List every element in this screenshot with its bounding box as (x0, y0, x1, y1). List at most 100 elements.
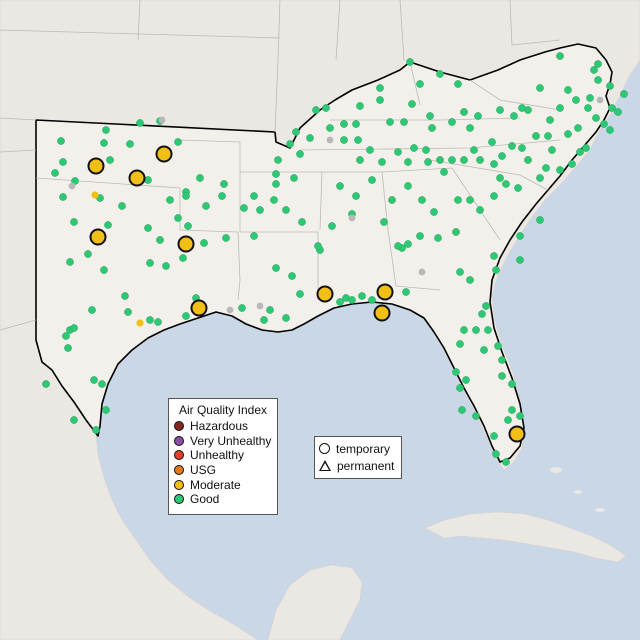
good-site-marker (202, 202, 210, 210)
moderate-temporary-site-marker (89, 228, 107, 246)
legend-label: Unhealthy (190, 448, 245, 463)
good-site-marker (418, 196, 426, 204)
good-site-marker (352, 192, 360, 200)
good-site-marker (126, 140, 134, 148)
good-site-marker (378, 158, 386, 166)
good-site-marker (296, 290, 304, 298)
good-site-marker (394, 242, 402, 250)
good-site-marker (448, 156, 456, 164)
good-site-marker (154, 318, 162, 326)
good-site-marker (162, 262, 170, 270)
good-site-marker (582, 144, 590, 152)
good-site-marker (240, 204, 248, 212)
no-data-site-marker (158, 116, 166, 124)
good-site-marker (166, 196, 174, 204)
good-site-marker (452, 228, 460, 236)
good-site-marker (474, 112, 482, 120)
moderate-temporary-site-marker (376, 283, 394, 301)
good-site-marker (484, 326, 492, 334)
good-site-marker (218, 192, 226, 200)
moderate-temporary-site-marker (316, 285, 334, 303)
good-site-marker (502, 180, 510, 188)
no-data-site-marker (68, 182, 76, 190)
good-site-marker (51, 169, 59, 177)
good-site-marker (594, 76, 602, 84)
land-island (574, 490, 582, 494)
good-site-marker (542, 164, 550, 172)
good-site-marker (256, 206, 264, 214)
good-site-marker (358, 292, 366, 300)
good-site-marker (456, 384, 464, 392)
circle-icon (319, 443, 330, 454)
good-site-marker (282, 314, 290, 322)
good-site-marker (282, 206, 290, 214)
good-site-marker (174, 138, 182, 146)
good-site-marker (436, 70, 444, 78)
good-site-marker (376, 84, 384, 92)
state-borders (0, 0, 561, 331)
good-site-marker (238, 304, 246, 312)
moderate-temporary-site-marker (87, 157, 105, 175)
good-site-marker (66, 258, 74, 266)
good-site-marker (366, 146, 374, 154)
good-site-marker (608, 104, 616, 112)
good-site-marker (466, 124, 474, 132)
good-site-marker (576, 148, 584, 156)
good-site-marker (92, 426, 100, 434)
legend-item-good: Good (169, 492, 277, 507)
good-site-marker (220, 180, 228, 188)
good-site-marker (524, 156, 532, 164)
aqi-legend: Air Quality Index Hazardous Very Unhealt… (168, 398, 278, 515)
good-site-marker (260, 316, 268, 324)
good-site-marker (492, 450, 500, 458)
good-site-marker (328, 222, 336, 230)
good-site-marker (100, 139, 108, 147)
good-site-marker (59, 158, 67, 166)
good-site-marker (250, 192, 258, 200)
good-site-marker (312, 106, 320, 114)
good-site-marker (340, 136, 348, 144)
good-site-marker (430, 208, 438, 216)
good-site-marker (416, 80, 424, 88)
good-site-marker (544, 132, 552, 140)
good-site-marker (518, 144, 526, 152)
good-site-marker (498, 152, 506, 160)
legend-label: Good (190, 492, 220, 507)
good-site-marker (472, 412, 480, 420)
good-site-marker (536, 174, 544, 182)
legend-label: Hazardous (190, 419, 249, 434)
good-site-marker (490, 252, 498, 260)
legend-item-moderate: Moderate (169, 477, 277, 492)
good-site-marker (476, 156, 484, 164)
good-site-marker (266, 306, 274, 314)
good-site-marker (496, 106, 504, 114)
good-site-marker (440, 168, 448, 176)
good-site-marker (454, 196, 462, 204)
good-site-marker (182, 312, 190, 320)
moderate-temporary-site-marker (177, 235, 195, 253)
good-site-marker (272, 264, 280, 272)
good-site-marker (354, 136, 362, 144)
land-yucatan (267, 564, 363, 640)
good-site-marker (592, 114, 600, 122)
good-site-marker (386, 118, 394, 126)
good-site-marker (606, 126, 614, 134)
good-site-marker (404, 240, 412, 248)
good-site-marker (102, 126, 110, 134)
good-site-marker (606, 82, 614, 90)
no-data-site-marker (256, 302, 264, 310)
aqi-legend-title: Air Quality Index (178, 403, 268, 417)
good-site-marker (448, 118, 456, 126)
good-site-marker (516, 412, 524, 420)
good-site-marker (516, 232, 524, 240)
no-data-sites (68, 96, 604, 314)
moderate-temporary-site-marker (190, 299, 208, 317)
good-site-marker (306, 134, 314, 142)
legend-label: USG (190, 463, 217, 478)
good-site-marker (406, 58, 414, 66)
good-site-marker (536, 84, 544, 92)
good-site-marker (590, 66, 598, 74)
good-site-marker (70, 324, 78, 332)
good-site-marker (574, 124, 582, 132)
good-site-marker (536, 216, 544, 224)
